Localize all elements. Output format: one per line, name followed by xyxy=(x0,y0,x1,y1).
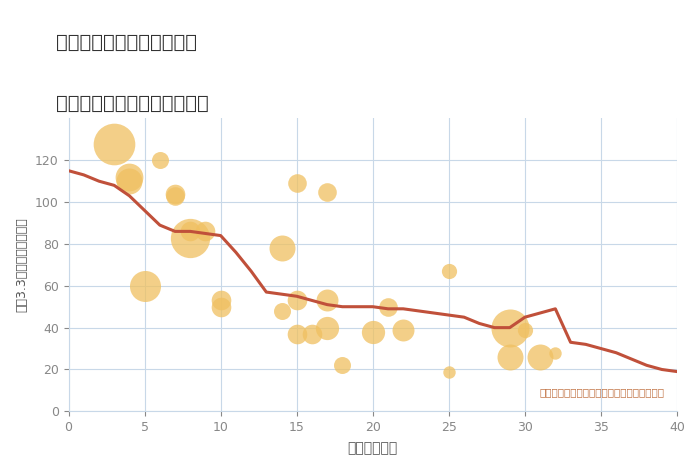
Point xyxy=(200,227,211,235)
Point xyxy=(185,227,196,235)
Point xyxy=(321,297,332,304)
Point xyxy=(307,330,318,337)
Point xyxy=(185,234,196,242)
Point xyxy=(337,361,348,369)
Point xyxy=(139,282,150,290)
Text: 愛知県稲沢市平和町東城の: 愛知県稲沢市平和町東城の xyxy=(56,33,197,52)
Point xyxy=(321,188,332,196)
Point xyxy=(276,244,287,252)
Point xyxy=(276,307,287,314)
Point xyxy=(291,330,302,337)
Point xyxy=(108,140,120,147)
X-axis label: 築年数（年）: 築年数（年） xyxy=(348,441,398,455)
Point xyxy=(382,303,393,311)
Point xyxy=(368,328,379,336)
Point xyxy=(291,180,302,187)
Point xyxy=(124,173,135,181)
Point xyxy=(291,297,302,304)
Point xyxy=(504,353,515,360)
Point xyxy=(215,297,226,304)
Point xyxy=(504,324,515,331)
Point xyxy=(550,349,561,357)
Point xyxy=(519,326,531,334)
Point xyxy=(154,157,165,164)
Point xyxy=(321,324,332,331)
Point xyxy=(398,326,409,334)
Point xyxy=(443,267,454,275)
Point xyxy=(535,353,546,360)
Point xyxy=(169,190,181,197)
Point xyxy=(443,368,454,376)
Point xyxy=(169,192,181,200)
Point xyxy=(124,177,135,185)
Text: 築年数別中古マンション価格: 築年数別中古マンション価格 xyxy=(56,94,209,113)
Point xyxy=(215,303,226,311)
Y-axis label: 坪（3.3㎡）単価（万円）: 坪（3.3㎡）単価（万円） xyxy=(15,218,28,312)
Text: 円の大きさは、取引のあった物件面積を示す: 円の大きさは、取引のあった物件面積を示す xyxy=(540,387,665,397)
